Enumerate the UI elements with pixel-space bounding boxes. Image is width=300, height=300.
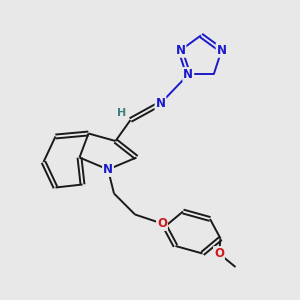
Text: O: O: [157, 217, 167, 230]
Text: N: N: [183, 68, 193, 81]
Text: H: H: [118, 107, 127, 118]
Text: N: N: [176, 44, 185, 57]
Text: N: N: [155, 97, 166, 110]
Text: N: N: [217, 44, 226, 57]
Text: N: N: [103, 163, 113, 176]
Text: O: O: [214, 247, 224, 260]
